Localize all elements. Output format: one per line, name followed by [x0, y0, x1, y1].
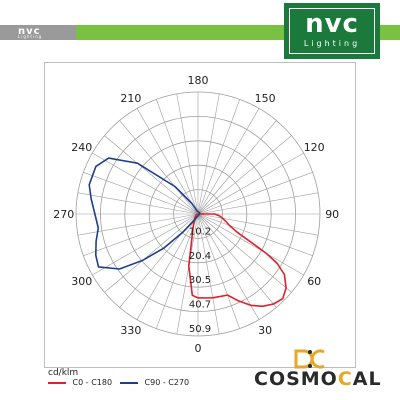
grid-spoke — [136, 108, 199, 215]
series-layer — [88, 157, 287, 308]
polar-grid — [75, 91, 321, 337]
grid-spoke — [156, 99, 199, 215]
legend-swatch-blue — [120, 381, 138, 384]
legend-item-c90: C90 - C270 — [120, 378, 189, 387]
radial-label: 40.7 — [189, 300, 211, 311]
grid-spoke — [197, 213, 240, 329]
small-logo-sub: Lighting — [18, 34, 43, 39]
small-logo-word: nvc — [18, 26, 41, 37]
legend-item-c0: C0 - C180 — [48, 378, 112, 387]
grid-spoke — [156, 213, 199, 329]
grid-spoke — [176, 93, 199, 215]
small-nvc-logo: nvc Lighting — [18, 26, 74, 39]
angle-label: 120 — [304, 141, 325, 154]
radial-label: 50.9 — [189, 324, 211, 335]
angle-label: 330 — [120, 324, 141, 337]
angle-label: 60 — [307, 275, 321, 288]
grid-spoke — [83, 213, 199, 256]
logo-sub: Lighting — [303, 39, 361, 48]
angle-label: 240 — [71, 141, 92, 154]
cosmocal-wordmark: COSMOCAL — [254, 368, 382, 390]
grid-spoke — [176, 213, 199, 335]
angle-label: 150 — [255, 92, 276, 105]
grid-spoke — [92, 152, 199, 215]
nvc-logo: nvc Lighting — [284, 3, 380, 59]
legend-label-c90: C90 - C270 — [144, 378, 190, 387]
grid-spoke — [197, 213, 313, 256]
grid-spoke — [136, 213, 199, 320]
grid-spoke — [197, 213, 260, 320]
chart-frame — [44, 62, 356, 368]
cosmocal-accent: C — [337, 368, 353, 390]
grid-spoke — [77, 192, 199, 215]
grid-spoke — [197, 120, 277, 215]
grid-spoke — [119, 120, 199, 215]
cosmocal-left: COSMO — [254, 368, 338, 390]
angle-label: 90 — [325, 208, 339, 221]
grid-spoke — [104, 135, 199, 215]
grid-spoke — [197, 213, 319, 236]
grid-spoke — [197, 108, 260, 215]
label-layer: 180150120906030033030027024021010.220.43… — [53, 74, 339, 355]
radial-label: 10.2 — [189, 226, 211, 237]
legend-label-c0: C0 - C180 — [72, 378, 113, 387]
grid-spoke — [197, 213, 220, 335]
cosmocal-logo: COSMOCAL — [252, 348, 400, 400]
grid-spoke — [197, 135, 292, 215]
legend-swatch-red — [48, 381, 66, 384]
angle-label: 270 — [53, 208, 74, 221]
grid-spoke — [197, 213, 277, 308]
grid-spoke — [197, 213, 304, 276]
grid-spoke — [83, 172, 199, 215]
angle-label: 0 — [195, 342, 202, 355]
grid-spoke — [197, 99, 240, 215]
angle-label: 300 — [71, 275, 92, 288]
grid-spoke — [104, 213, 199, 293]
cosmocal-right: AL — [352, 368, 382, 390]
angle-label: 30 — [258, 324, 272, 337]
radial-label: 30.5 — [189, 275, 211, 286]
logo-word: nvc — [305, 9, 359, 39]
grid-spoke — [92, 213, 199, 276]
radial-label: 20.4 — [189, 251, 211, 262]
cosmocal-icon — [294, 349, 325, 369]
grid-spoke — [197, 192, 319, 215]
angle-label: 180 — [188, 74, 209, 87]
header-gray-stripe — [0, 25, 76, 40]
grid-spoke — [197, 213, 292, 293]
angle-label: 210 — [120, 92, 141, 105]
grid-spoke — [197, 172, 313, 215]
grid-spoke — [197, 152, 304, 215]
unit-label: cd/klm — [48, 368, 79, 378]
grid-spoke — [197, 93, 220, 215]
series-c90-c270 — [88, 157, 201, 270]
